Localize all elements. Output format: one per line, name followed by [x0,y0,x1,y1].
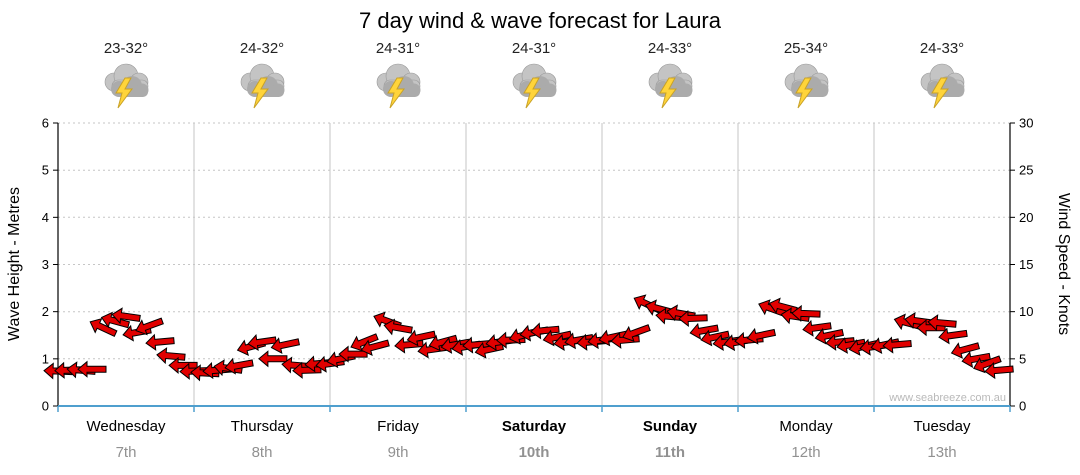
watermark: www.seabreeze.com.au [889,392,1006,404]
wind-arrow [678,309,708,328]
wind-arrow [530,322,560,340]
left-tick-label: 1 [42,351,49,366]
right-tick-label: 0 [1019,399,1026,414]
wind-arrow [938,327,968,345]
wind-arrow [145,333,175,351]
wind-arrow [247,334,277,352]
page-title: 7 day wind & wave forecast for Laura [359,8,721,33]
wind-arrow [168,356,198,374]
wind-arrow [462,336,492,354]
wind-arrow [89,318,118,338]
right-axis-title: Wind Speed - Knots [1055,192,1072,336]
right-tick-label: 10 [1019,304,1033,319]
wind-arrow [428,334,458,352]
wind-arrow [825,333,855,351]
wind-arrow [383,318,413,336]
right-tick-label: 30 [1019,116,1033,131]
wind-arrow [622,324,651,342]
wind-arrow [973,355,1002,374]
left-axis-title: Wave Height - Metres [6,186,23,342]
wind-arrow [542,329,573,347]
wind-arrow [644,299,675,316]
wind-arrow [360,339,390,357]
wind-arrow [882,336,912,354]
left-tick-label: 3 [42,257,49,272]
right-tick-label: 20 [1019,210,1033,225]
wind-arrow [77,360,107,378]
left-tick-label: 0 [42,399,49,414]
wind-arrow [270,337,301,355]
wind-arrow [406,329,437,347]
wind-arrow [350,333,379,352]
wind-arrow [689,322,719,340]
wind-arrow [100,311,131,329]
wind-arrow [598,329,628,347]
wind-arrow [746,327,777,345]
wind-arrow [258,350,288,368]
wind-arrow [802,319,832,337]
wind-arrow [111,307,141,325]
wind-arrow [791,304,821,323]
wind-arrow [814,327,845,345]
right-tick-label: 25 [1019,163,1033,178]
right-tick-label: 5 [1019,351,1026,366]
wind-arrow [836,337,866,354]
wind-arrow [135,317,164,336]
wind-arrow [961,351,991,369]
wind-arrow [224,357,254,375]
right-tick-label: 15 [1019,257,1033,272]
wind-arrow [950,342,981,359]
wind-arrow [984,362,1014,380]
wind-arrow [927,314,957,332]
left-tick-label: 5 [42,163,49,178]
left-tick-label: 2 [42,304,49,319]
left-tick-label: 4 [42,210,49,225]
left-tick-label: 6 [42,116,49,131]
wind-arrow [700,329,730,347]
